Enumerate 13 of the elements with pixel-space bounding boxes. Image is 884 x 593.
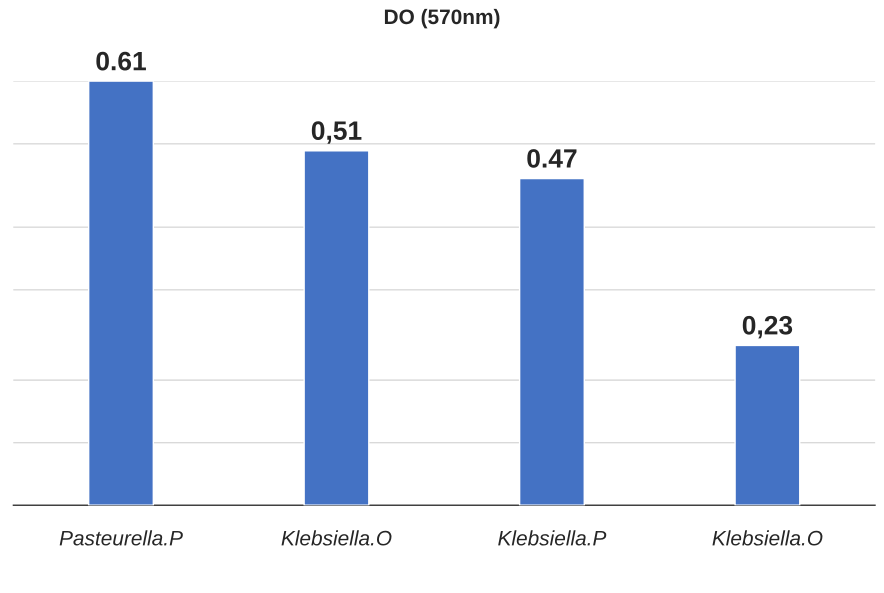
bar: [88, 81, 154, 506]
data-label: 0.47: [527, 149, 576, 168]
data-label: 0,51: [312, 121, 362, 144]
data-label: 0,23: [742, 316, 792, 338]
x-tick-label: Klebsiella.P: [498, 530, 606, 546]
data-label: 0.61: [96, 52, 146, 70]
x-tick-label: Klebsiella.O: [712, 530, 822, 546]
x-tick-label: Klebsiella.O: [282, 530, 392, 546]
bar: [518, 178, 585, 506]
bar: [734, 344, 800, 506]
chart-title: DO (570nm): [384, 8, 500, 28]
x-tick-label: Pasteurella.P: [60, 530, 183, 546]
bar: [303, 150, 370, 506]
